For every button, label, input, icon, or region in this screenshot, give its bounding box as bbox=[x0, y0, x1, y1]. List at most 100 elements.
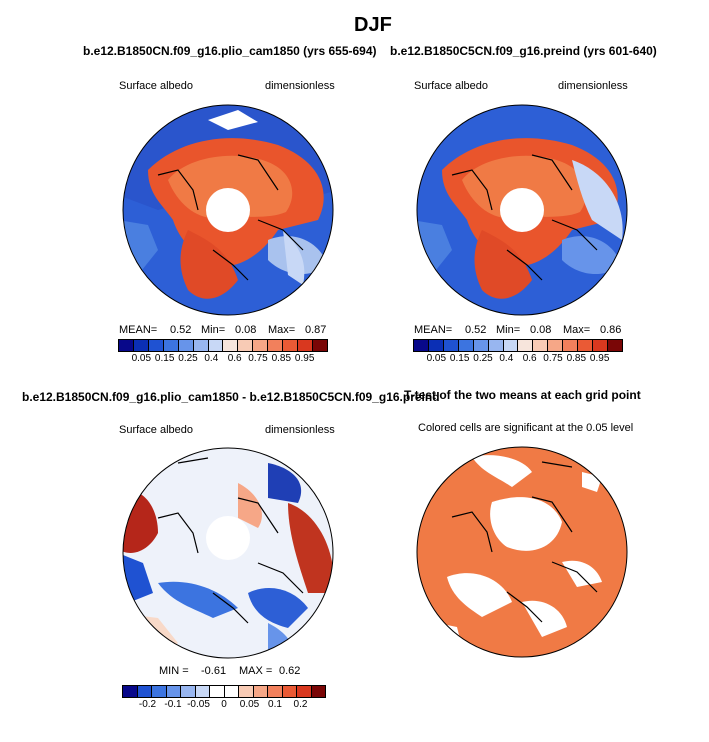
colorbar-swatch bbox=[296, 686, 311, 697]
max-label: MAX = bbox=[239, 665, 273, 677]
max-label: Max= bbox=[563, 324, 591, 336]
colorbar-swatch bbox=[282, 340, 298, 351]
min-value: 0.08 bbox=[235, 324, 257, 336]
panel-right-label-plio: dimensionless bbox=[265, 80, 335, 92]
colorbar-tick-label: 0.2 bbox=[293, 699, 308, 710]
colorbar-swatch bbox=[132, 340, 148, 351]
colorbar-swatch bbox=[147, 340, 163, 351]
colorbar-swatch bbox=[532, 340, 548, 351]
colorbar-ticks-diff: -0.2 -0.1 -0.05 0 0.05 0.1 0.2 bbox=[122, 699, 326, 711]
colorbar-swatch bbox=[165, 686, 180, 697]
colorbar-swatch bbox=[209, 686, 224, 697]
colorbar-swatch bbox=[123, 686, 137, 697]
colorbar-swatch bbox=[136, 686, 151, 697]
colorbar-tick-label: 0.95 bbox=[294, 353, 315, 364]
colorbar-tick-label: 0.95 bbox=[589, 353, 610, 364]
colorbar-tick-label: 0.05 bbox=[131, 353, 152, 364]
colorbar-swatch bbox=[252, 340, 268, 351]
colorbar-tick-label: 0.6 bbox=[227, 353, 242, 364]
min-label: Min= bbox=[496, 324, 521, 336]
colorbar-swatch bbox=[517, 340, 533, 351]
panel-left-label-preind: Surface albedo bbox=[414, 80, 488, 92]
mean-value: 0.52 bbox=[465, 324, 487, 336]
panel-left-label-diff: Surface albedo bbox=[119, 424, 193, 436]
colorbar-swatch bbox=[606, 340, 622, 351]
colorbar-swatch bbox=[592, 340, 607, 351]
min-value: -0.61 bbox=[201, 665, 227, 677]
colorbar-swatch bbox=[267, 340, 283, 351]
panel-title-ttest: T-test of the two means at each grid poi… bbox=[404, 388, 641, 402]
colorbar-swatch bbox=[487, 340, 503, 351]
colorbar-tick-label: 0 bbox=[221, 699, 227, 710]
colorbar-tick-label: 0.05 bbox=[239, 699, 260, 710]
colorbar-swatch bbox=[222, 340, 238, 351]
figure-title: DJF bbox=[354, 14, 392, 36]
colorbar-swatch bbox=[223, 686, 238, 697]
colorbar-ticks-plio: 0.05 0.15 0.25 0.4 0.6 0.75 0.85 0.95 bbox=[118, 353, 328, 365]
colorbar-tick-label: 0.4 bbox=[204, 353, 219, 364]
panel-right-label-preind: dimensionless bbox=[558, 80, 628, 92]
panel-subtitle-ttest: Colored cells are significant at the 0.0… bbox=[418, 422, 634, 434]
colorbar-swatch bbox=[310, 686, 325, 697]
colorbar-tick-label: 0.1 bbox=[268, 699, 282, 710]
colorbar-tick-label: -0.05 bbox=[187, 699, 210, 710]
polar-map-diff bbox=[122, 447, 334, 659]
min-label: Min= bbox=[201, 324, 226, 336]
colorbar-tick-label: 0.25 bbox=[178, 353, 198, 364]
polar-map-ttest bbox=[416, 446, 628, 658]
colorbar-diff bbox=[122, 685, 326, 698]
colorbar-tick-label: 0.6 bbox=[522, 353, 537, 364]
colorbar-tick-label: 0.15 bbox=[154, 353, 175, 364]
colorbar-swatch bbox=[237, 340, 253, 351]
panel-title-plio: b.e12.B1850CN.f09_g16.plio_cam1850 (yrs … bbox=[83, 44, 377, 58]
colorbar-tick-label: 0.15 bbox=[449, 353, 470, 364]
colorbar-swatch bbox=[267, 686, 282, 697]
colorbar-swatch bbox=[238, 686, 253, 697]
min-label: MIN = bbox=[159, 665, 189, 677]
colorbar-tick-label: 0.85 bbox=[271, 353, 292, 364]
panel-right-label-diff: dimensionless bbox=[265, 424, 335, 436]
colorbar-swatch bbox=[151, 686, 166, 697]
min-value: 0.08 bbox=[530, 324, 552, 336]
max-value: 0.86 bbox=[600, 324, 622, 336]
colorbar-swatch bbox=[180, 686, 195, 697]
panel-left-label-plio: Surface albedo bbox=[119, 80, 193, 92]
max-value: 0.87 bbox=[305, 324, 327, 336]
colorbar-tick-label: 0.85 bbox=[566, 353, 587, 364]
colorbar-swatch bbox=[297, 340, 312, 351]
colorbar-swatch bbox=[252, 686, 267, 697]
colorbar-swatch bbox=[162, 340, 178, 351]
colorbar-swatch bbox=[457, 340, 473, 351]
colorbar-swatch bbox=[414, 340, 428, 351]
colorbar-tick-label: 0.75 bbox=[248, 353, 268, 364]
polar-map-preind bbox=[416, 104, 628, 316]
colorbar-swatch bbox=[119, 340, 133, 351]
colorbar-swatch bbox=[547, 340, 563, 351]
colorbar-swatch bbox=[562, 340, 578, 351]
colorbar-swatch bbox=[427, 340, 443, 351]
colorbar-tick-label: 0.4 bbox=[499, 353, 514, 364]
mean-value: 0.52 bbox=[170, 324, 192, 336]
colorbar-swatch bbox=[281, 686, 296, 697]
polar-map-plio bbox=[122, 104, 334, 316]
colorbar-tick-label: -0.2 bbox=[138, 699, 157, 710]
colorbar-swatch bbox=[472, 340, 488, 351]
panel-title-preind: b.e12.B1850C5CN.f09_g16.preind (yrs 601-… bbox=[390, 44, 657, 58]
colorbar-tick-label: 0.25 bbox=[473, 353, 493, 364]
colorbar-tick-label: -0.1 bbox=[164, 699, 182, 710]
colorbar-swatch bbox=[177, 340, 193, 351]
colorbar-swatch bbox=[194, 686, 209, 697]
colorbar-swatch bbox=[577, 340, 593, 351]
colorbar-tick-label: 0.05 bbox=[426, 353, 447, 364]
colorbar-tick-label: 0.75 bbox=[543, 353, 563, 364]
colorbar-swatch bbox=[311, 340, 327, 351]
max-value: 0.62 bbox=[279, 665, 301, 677]
colorbar-plio bbox=[118, 339, 328, 352]
colorbar-swatch bbox=[502, 340, 518, 351]
panel-title-diff: b.e12.B1850CN.f09_g16.plio_cam1850 - b.e… bbox=[22, 390, 440, 404]
mean-label: MEAN= bbox=[119, 324, 158, 336]
colorbar-swatch bbox=[192, 340, 208, 351]
mean-label: MEAN= bbox=[414, 324, 453, 336]
colorbar-swatch bbox=[442, 340, 458, 351]
colorbar-ticks-preind: 0.05 0.15 0.25 0.4 0.6 0.75 0.85 0.95 bbox=[413, 353, 623, 365]
